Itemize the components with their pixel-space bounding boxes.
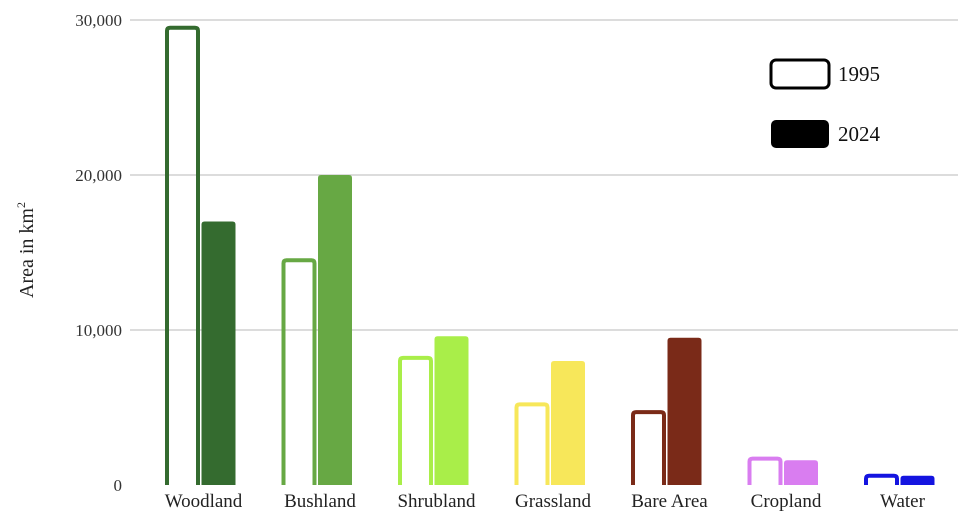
legend: 1995 2024 <box>769 58 881 148</box>
y-axis-label-main: Area in km <box>16 208 38 298</box>
bar-2024-bushland <box>318 175 352 485</box>
category-label: Shrubland <box>397 491 476 512</box>
bar-1995-bushland <box>281 258 317 485</box>
category-label: Woodland <box>165 491 243 512</box>
y-axis-label-superscript: 2 <box>14 202 28 208</box>
category-labels: Woodland Bushland Shrubland Grassland Bare A… <box>165 491 926 512</box>
category-label: Grassland <box>515 491 591 512</box>
bar-1995-bare-area <box>631 410 666 485</box>
bar-2024-water <box>900 475 935 485</box>
y-tick-label: 0 <box>114 476 123 495</box>
bar-1995-woodland <box>165 25 200 485</box>
legend-swatch-outline <box>769 58 831 90</box>
legend-label: 2024 <box>838 122 881 146</box>
category-label: Water <box>880 491 926 512</box>
y-tick-label: 30,000 <box>75 11 122 30</box>
bar-1995-water <box>864 473 899 485</box>
category-label: Bare Area <box>631 491 708 512</box>
bar-1995-cropland <box>747 456 783 485</box>
y-tick-label: 20,000 <box>75 166 122 185</box>
y-tick-label: 10,000 <box>75 321 122 340</box>
bar-2024-grassland <box>551 361 585 485</box>
legend-label: 1995 <box>838 62 880 86</box>
bar-2024-shrubland <box>434 336 469 485</box>
y-axis-label: Area in km2 <box>14 202 38 298</box>
gridlines <box>130 19 958 331</box>
bar-1995-shrubland <box>398 355 433 485</box>
category-label: Cropland <box>751 491 822 512</box>
category-label: Bushland <box>284 491 356 512</box>
legend-swatch-filled <box>771 120 829 148</box>
bar-2024-cropland <box>784 460 818 485</box>
y-axis-ticks: 0 10,000 20,000 30,000 <box>75 11 122 495</box>
bar-2024-woodland <box>201 221 236 485</box>
bar-2024-bare-area <box>667 337 702 485</box>
bar-1995-grassland <box>514 402 550 485</box>
bars <box>165 25 935 485</box>
